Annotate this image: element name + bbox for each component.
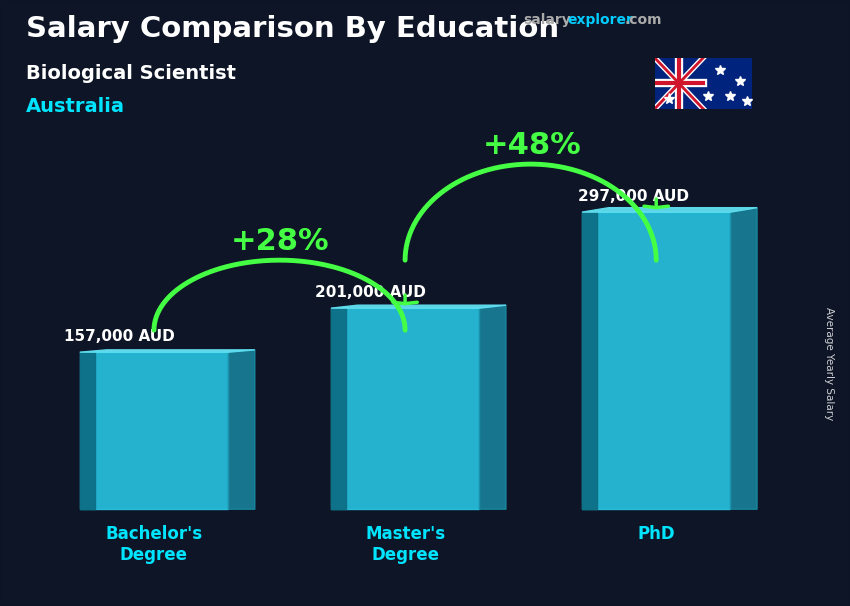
Polygon shape <box>331 305 506 308</box>
Text: Master's
Degree: Master's Degree <box>365 525 445 564</box>
Polygon shape <box>582 208 757 212</box>
Bar <box>331 308 479 509</box>
Bar <box>80 352 94 509</box>
Text: Salary Comparison By Education: Salary Comparison By Education <box>26 15 558 43</box>
Bar <box>582 212 730 509</box>
Text: Bachelor's
Degree: Bachelor's Degree <box>105 525 202 564</box>
Text: .com: .com <box>625 13 662 27</box>
Bar <box>582 212 597 509</box>
Text: Average Yearly Salary: Average Yearly Salary <box>824 307 834 420</box>
Bar <box>80 352 228 509</box>
Text: Biological Scientist: Biological Scientist <box>26 64 235 82</box>
Text: 297,000 AUD: 297,000 AUD <box>578 189 688 204</box>
Polygon shape <box>228 350 255 509</box>
Text: PhD: PhD <box>638 525 675 543</box>
Text: explorer: explorer <box>568 13 634 27</box>
Polygon shape <box>479 305 506 509</box>
Text: Australia: Australia <box>26 97 124 116</box>
Text: +28%: +28% <box>231 227 330 256</box>
Text: 157,000 AUD: 157,000 AUD <box>65 329 175 344</box>
Bar <box>331 308 346 509</box>
Text: +48%: +48% <box>482 131 581 160</box>
Polygon shape <box>80 350 255 352</box>
Polygon shape <box>730 208 757 509</box>
Text: salary: salary <box>523 13 570 27</box>
Text: 201,000 AUD: 201,000 AUD <box>315 285 427 300</box>
